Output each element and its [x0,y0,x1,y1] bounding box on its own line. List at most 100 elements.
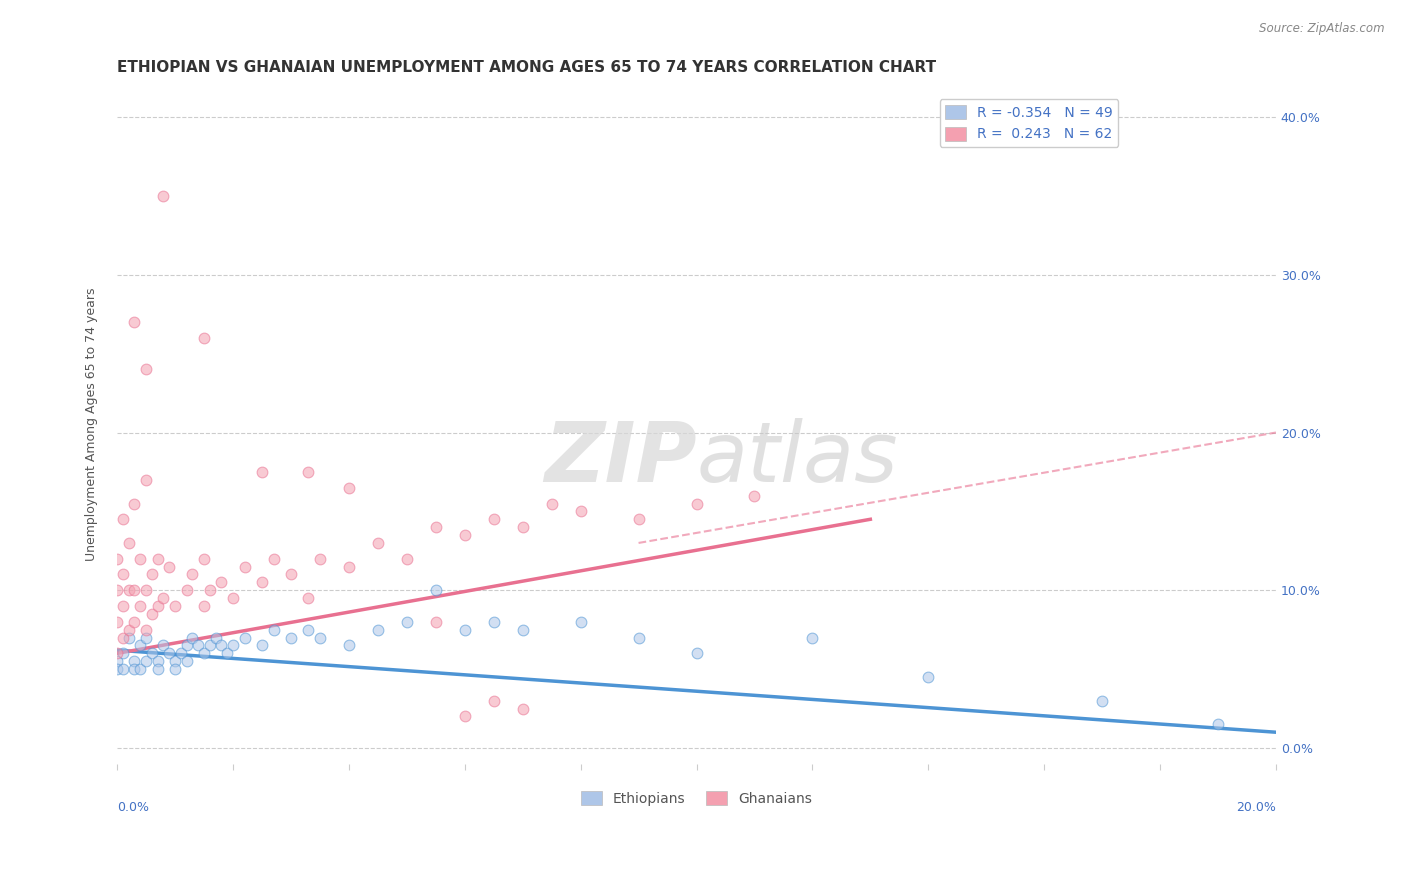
Point [297,591,319,606]
Point [111,512,134,526]
Point [217,646,239,660]
Point [280,567,302,582]
Point [685,496,707,510]
Point [209,639,232,653]
Point [744,489,766,503]
Point [129,662,152,676]
Point [627,631,650,645]
Point [198,583,221,598]
Point [157,646,180,660]
Point [337,639,360,653]
Point [569,504,592,518]
Y-axis label: Unemployment Among Ages 65 to 74 years: Unemployment Among Ages 65 to 74 years [86,288,98,561]
Point [569,615,592,629]
Point [111,599,134,613]
Point [233,559,256,574]
Point [117,536,139,550]
Point [105,551,128,566]
Point [141,607,163,621]
Point [512,520,534,534]
Point [170,646,193,660]
Point [250,575,273,590]
Point [124,583,146,598]
Point [135,583,157,598]
Point [124,654,146,668]
Point [193,551,215,566]
Point [512,701,534,715]
Text: atlas: atlas [696,418,898,499]
Point [204,631,226,645]
Point [209,575,232,590]
Point [105,654,128,668]
Point [105,646,128,660]
Point [454,709,477,723]
Point [176,583,198,598]
Point [193,331,215,345]
Point [917,670,939,684]
Text: ZIP: ZIP [544,418,696,499]
Point [308,631,330,645]
Point [163,599,186,613]
Point [135,362,157,376]
Point [117,623,139,637]
Point [367,536,389,550]
Point [1091,694,1114,708]
Point [176,654,198,668]
Legend: Ethiopians, Ghanaians: Ethiopians, Ghanaians [575,785,818,811]
Point [124,315,146,329]
Point [801,631,824,645]
Point [425,583,447,598]
Point [105,583,128,598]
Point [512,623,534,637]
Point [129,639,152,653]
Point [152,189,174,203]
Point [141,567,163,582]
Point [308,551,330,566]
Point [152,591,174,606]
Point [198,639,221,653]
Point [297,623,319,637]
Point [454,623,477,637]
Point [193,646,215,660]
Point [105,662,128,676]
Point [111,646,134,660]
Point [176,639,198,653]
Point [263,551,285,566]
Point [163,662,186,676]
Point [222,639,245,653]
Point [193,599,215,613]
Point [129,599,152,613]
Point [135,631,157,645]
Point [280,631,302,645]
Point [297,465,319,479]
Point [263,623,285,637]
Point [367,623,389,637]
Point [454,528,477,542]
Point [627,512,650,526]
Point [250,465,273,479]
Point [146,654,169,668]
Point [135,473,157,487]
Point [482,512,505,526]
Point [146,599,169,613]
Point [425,520,447,534]
Point [482,694,505,708]
Point [181,567,204,582]
Text: 0.0%: 0.0% [117,801,149,814]
Point [163,654,186,668]
Text: Source: ZipAtlas.com: Source: ZipAtlas.com [1260,22,1385,36]
Point [124,615,146,629]
Point [425,615,447,629]
Point [111,631,134,645]
Point [152,639,174,653]
Point [233,631,256,645]
Point [135,623,157,637]
Point [111,662,134,676]
Point [146,662,169,676]
Point [222,591,245,606]
Point [141,646,163,660]
Point [482,615,505,629]
Text: 20.0%: 20.0% [1236,801,1277,814]
Point [124,496,146,510]
Point [187,639,209,653]
